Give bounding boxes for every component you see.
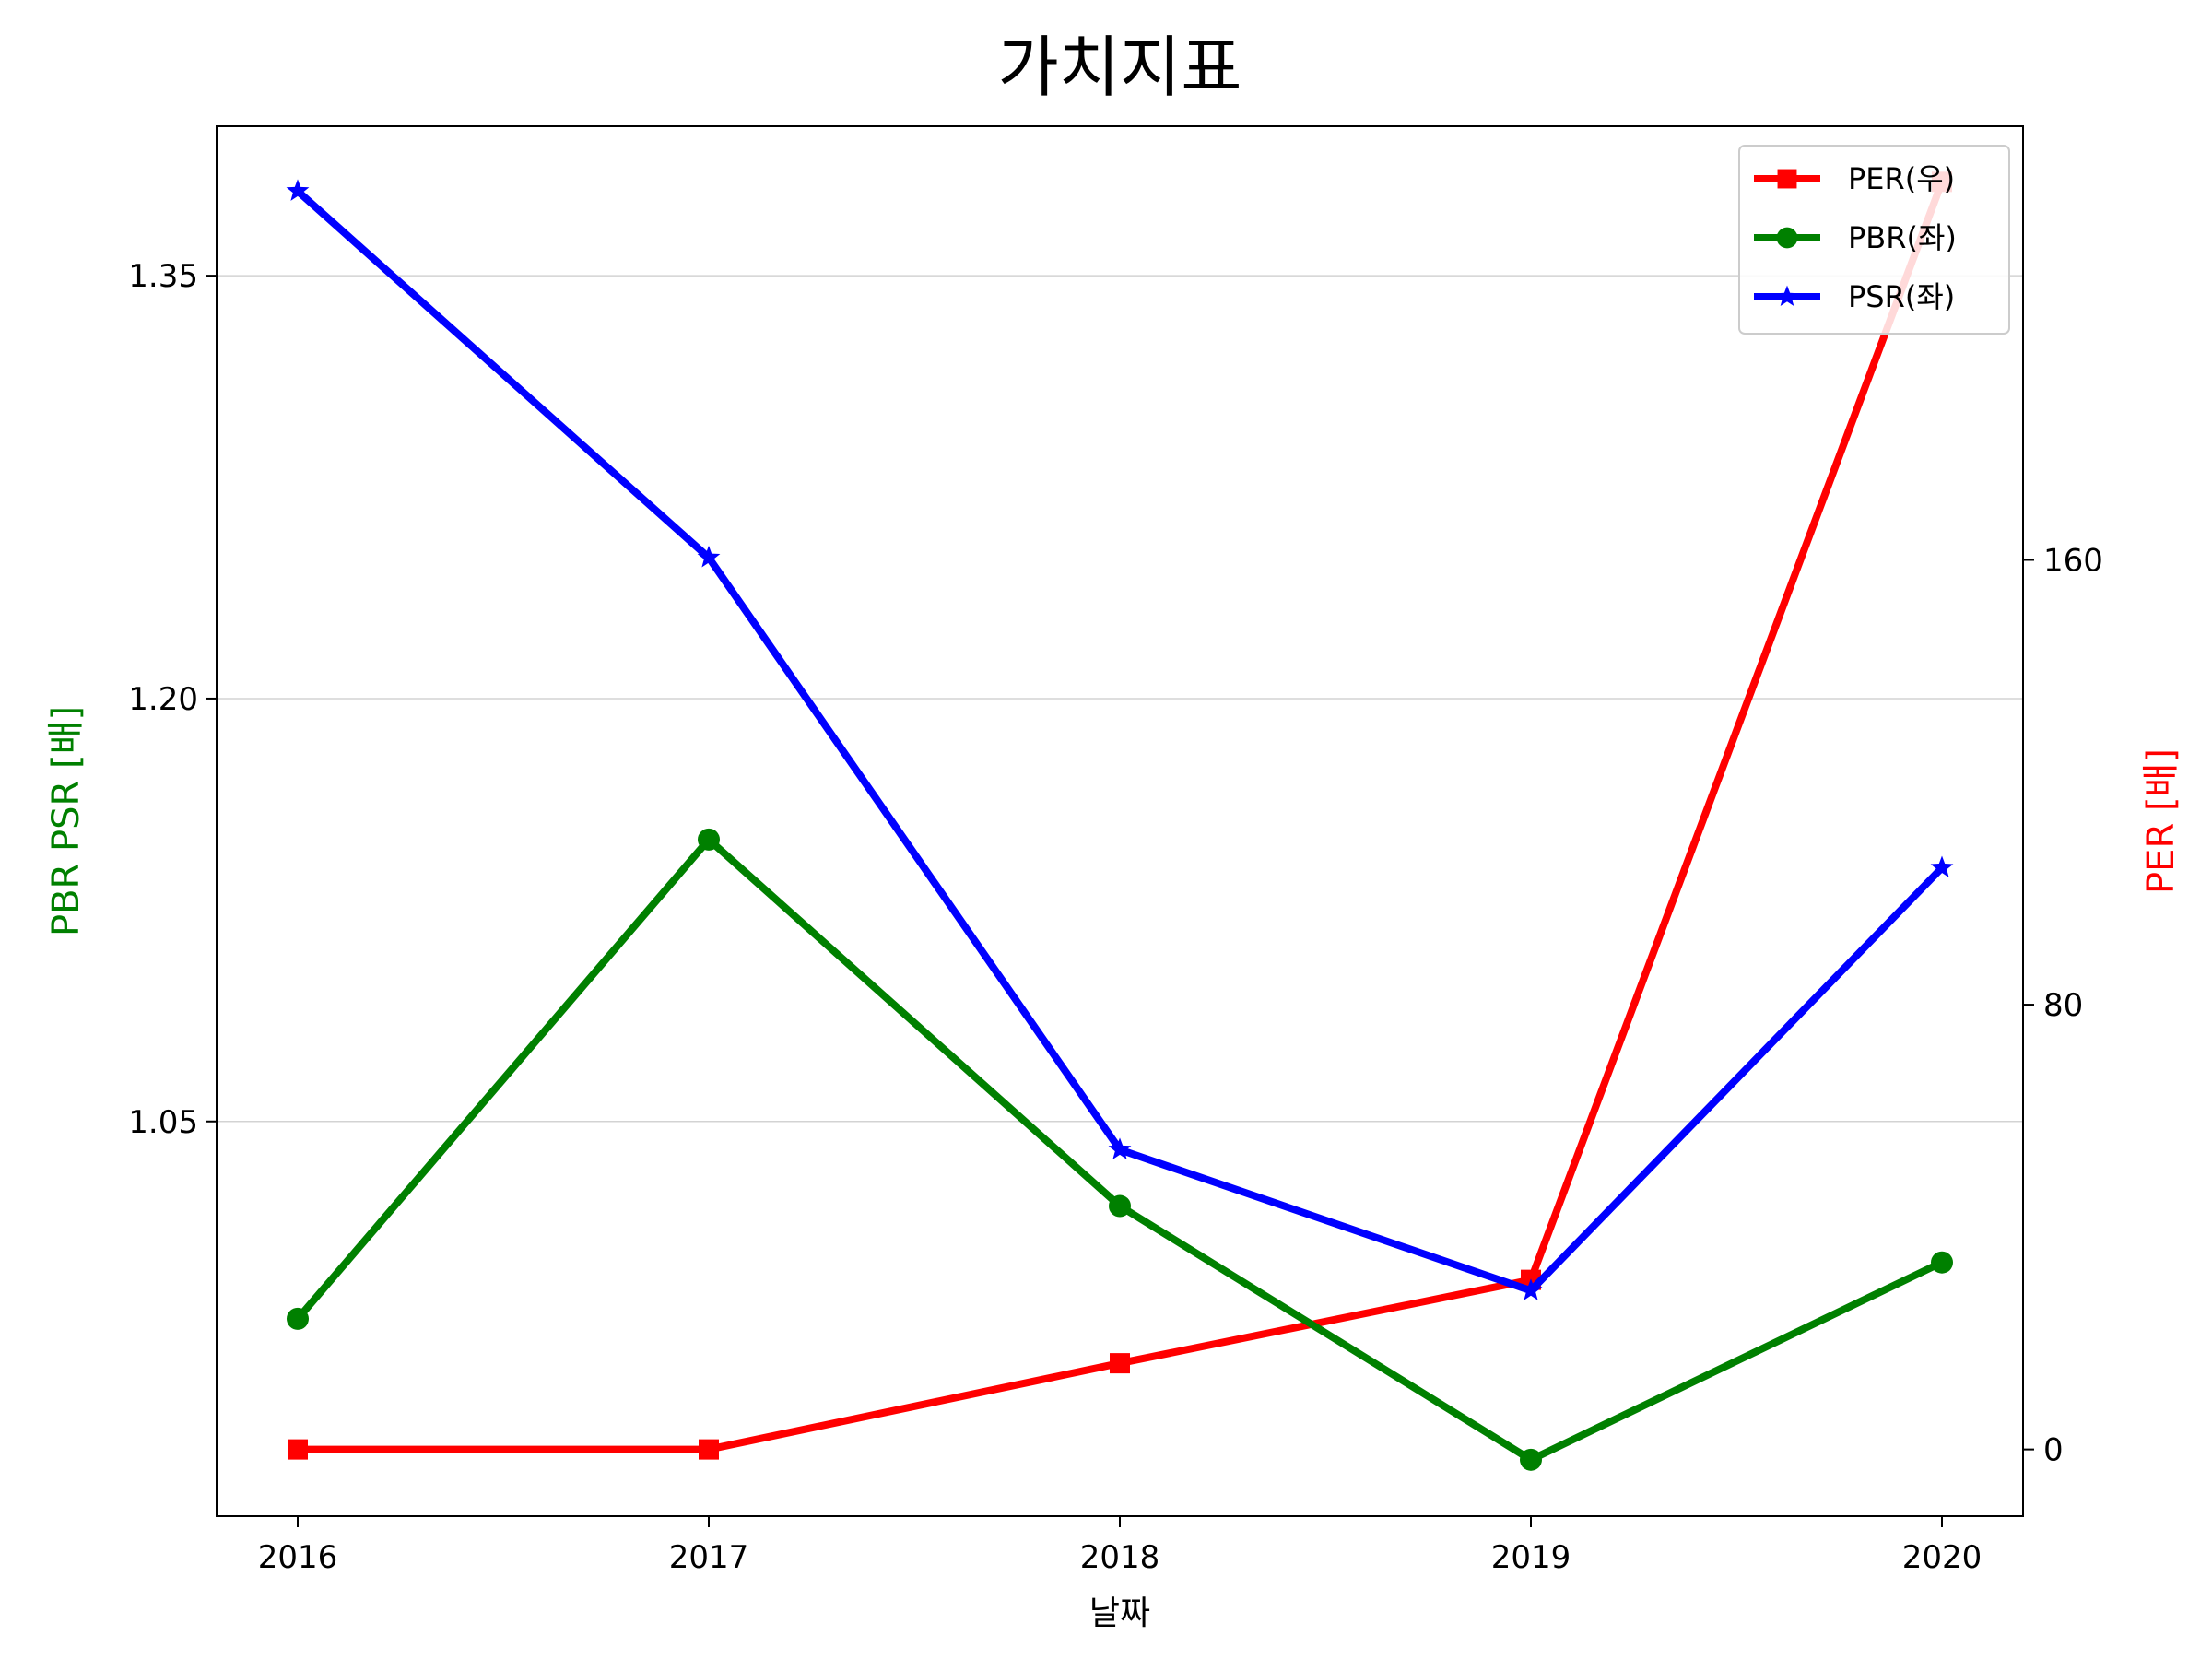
series-square <box>288 171 1952 1460</box>
series-layer <box>286 171 1954 1471</box>
data-point <box>287 1307 309 1330</box>
data-point <box>1520 1448 1542 1471</box>
left-y-tick-label: 1.35 <box>128 258 198 295</box>
right-y-axis-title: PER [배] <box>2140 748 2183 894</box>
x-tick-label: 2019 <box>1491 1539 1571 1576</box>
data-point <box>286 179 310 201</box>
series-line <box>298 180 1946 1453</box>
data-point <box>1108 1137 1132 1159</box>
legend-item: PER(우) <box>1754 161 1955 196</box>
legend-box <box>1738 145 2010 335</box>
x-tick-label: 2018 <box>1080 1539 1160 1576</box>
right-y-tick-label: 80 <box>2043 987 2083 1024</box>
axis-layer: 1.05 1.20 1.35 0 80 160 2016 2017 2018 2019 2020 <box>128 258 2103 1576</box>
data-point <box>698 828 720 851</box>
data-point <box>1110 1353 1130 1374</box>
right-y-tick-label: 0 <box>2043 1432 2064 1469</box>
legend: PER(우) PBR(좌) PSR(좌) <box>1738 145 2010 335</box>
x-tick-label: 2016 <box>258 1539 338 1576</box>
series-star <box>286 179 1954 1300</box>
series-circle <box>287 828 1953 1471</box>
legend-swatch-marker <box>1776 285 1798 306</box>
x-axis-title: 날짜 <box>1089 1594 1150 1632</box>
series-line <box>295 188 1945 1295</box>
right-y-tick-label: 160 <box>2043 542 2103 579</box>
data-point <box>699 1439 719 1460</box>
x-tick-label: 2017 <box>669 1539 749 1576</box>
chart-title: 가치지표 <box>998 29 1242 106</box>
legend-item: PBR(좌) <box>1754 220 1957 255</box>
data-point <box>1930 855 1954 877</box>
data-point <box>1931 1251 1953 1274</box>
data-point <box>1519 1278 1543 1300</box>
left-y-tick-label: 1.20 <box>128 681 198 718</box>
data-point <box>1109 1194 1131 1218</box>
legend-label: PBR(좌) <box>1848 220 1957 255</box>
data-point <box>288 1439 308 1460</box>
legend-item: PSR(좌) <box>1754 279 1955 314</box>
data-point <box>697 546 721 568</box>
left-y-axis-title: PBR PSR [배] <box>45 706 88 936</box>
legend-label: PER(우) <box>1848 161 1955 196</box>
plot-frame <box>216 125 2024 1517</box>
x-tick-label: 2020 <box>1902 1539 1983 1576</box>
grid-layer <box>217 275 2023 1123</box>
legend-swatch-marker <box>1776 227 1798 249</box>
legend-swatch-marker <box>1777 169 1797 189</box>
left-y-tick-label: 1.05 <box>128 1104 198 1141</box>
legend-label: PSR(좌) <box>1848 279 1955 314</box>
